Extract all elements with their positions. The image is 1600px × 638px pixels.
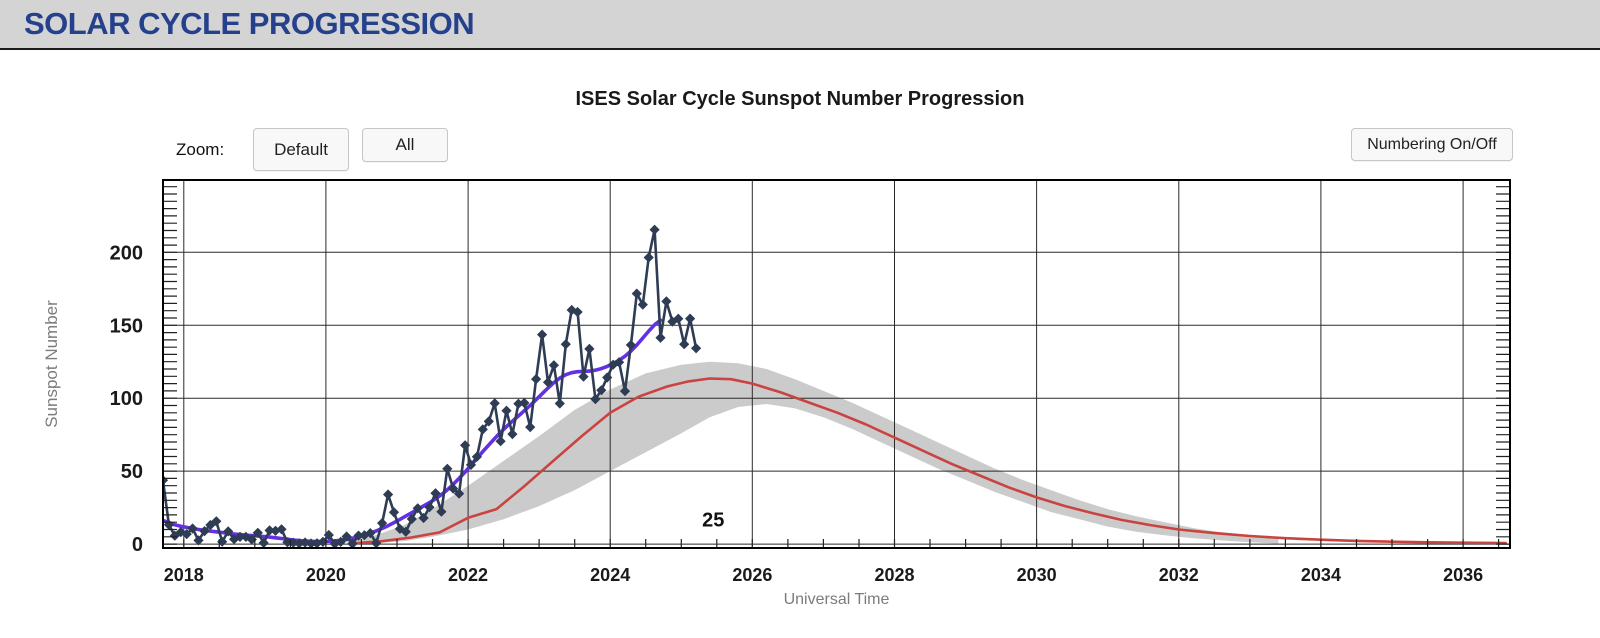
chart-title: ISES Solar Cycle Sunspot Number Progress… [575,88,1025,110]
plot-border [162,179,1511,549]
numbering-toggle-button[interactable]: Numbering On/Off [1351,128,1513,161]
x-tick-label: 2034 [1301,565,1341,585]
x-tick-label: 2018 [164,565,204,585]
x-tick-label: 2030 [1017,565,1057,585]
y-tick-label: 0 [132,534,143,556]
y-tick-label: 100 [110,388,143,410]
zoom-default-button[interactable]: Default [253,128,349,171]
zoom-label: Zoom: [176,140,225,159]
plot-area[interactable] [163,180,1510,548]
y-tick-label: 50 [121,461,143,483]
x-tick-label: 2032 [1159,565,1199,585]
y-tick-label: 150 [110,315,143,337]
page-header: SOLAR CYCLE PROGRESSION [0,0,1600,50]
x-tick-label: 2024 [590,565,630,585]
cycle-25-label: 25 [702,510,724,532]
prediction-uncertainty-band [347,361,1279,545]
x-tick-label: 2028 [874,565,914,585]
y-tick-label: 200 [110,242,143,264]
y-axis-title: Sunspot Number [42,300,61,428]
zoom-all-button[interactable]: All [362,128,448,162]
observed-diamond-markers [163,224,702,548]
x-tick-label: 2020 [306,565,346,585]
x-axis-title: Universal Time [784,591,890,608]
x-tick-label: 2026 [732,565,772,585]
x-tick-label: 2022 [448,565,488,585]
axis-minor-ticks [164,186,1509,547]
x-tick-label: 2036 [1443,565,1483,585]
page-title: SOLAR CYCLE PROGRESSION [24,6,475,41]
predicted-values-line [353,377,1507,545]
